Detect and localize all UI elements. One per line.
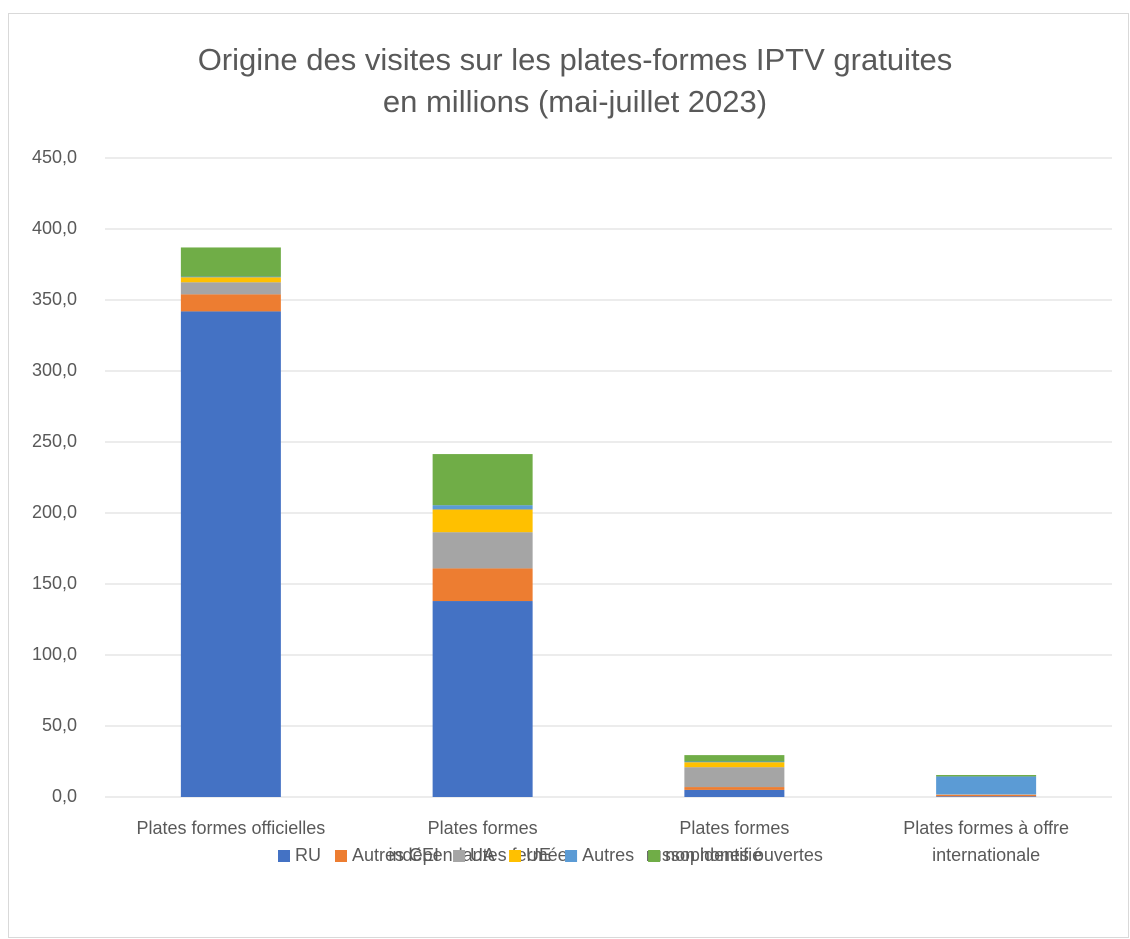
legend-swatch [278,850,290,862]
legend-swatch [335,850,347,862]
legend-label: UE [526,845,551,865]
chart-frame [8,13,1129,938]
bar-segment [684,767,785,788]
y-tick-label: 150,0 [32,573,77,593]
bar-segment [936,794,1037,795]
bar-segment [180,247,281,277]
x-tick-label: Plates formes [428,818,538,838]
x-tick-label: indépendantes fermées [389,845,577,865]
y-tick-label: 400,0 [32,218,77,238]
y-tick-label: 350,0 [32,289,77,309]
bar-segment [432,454,533,506]
legend-label: non identifié [665,845,762,865]
bar-segment [432,532,533,569]
bar-segment [432,568,533,602]
legend-swatch [453,850,466,862]
x-tick-label: Plates formes officielles [137,818,326,838]
legend-swatch [565,850,578,862]
legend-label: RU [295,845,321,865]
x-tick-label: Plates formes [679,818,789,838]
chart-title: en millions (mai-juillet 2023) [383,84,767,119]
legend-label: Autres [582,845,634,865]
chart-title: Origine des visites sur les plates-forme… [198,42,953,77]
x-tick-label: internationale [932,845,1040,865]
x-tick-label: russophones ouvertes [646,845,823,865]
bar-segment [432,601,533,797]
y-tick-label: 100,0 [32,644,77,664]
bar-segment [180,277,281,283]
legend-label: UA [470,845,495,865]
bar-segment [684,789,785,797]
bar-segment [936,794,1037,797]
bar-segment [684,755,785,762]
y-tick-label: 0,0 [52,786,77,806]
bar-segment [936,796,1037,797]
x-tick-label: Plates formes à offre [903,818,1069,838]
y-tick-label: 50,0 [42,715,77,735]
bar-segment [936,774,1037,777]
bar-segment [180,311,281,797]
bar-segment [936,776,1037,795]
y-tick-label: 250,0 [32,431,77,451]
y-tick-label: 450,0 [32,147,77,167]
bar-segment [432,509,533,533]
legend-label: Autres CEI [352,845,439,865]
bar-segment [180,276,281,278]
y-tick-label: 300,0 [32,360,77,380]
bar-segment [684,762,785,768]
legend-swatch [509,850,522,862]
legend-swatch [648,850,661,862]
bar-segment [180,282,281,295]
y-tick-label: 200,0 [32,502,77,522]
bar-segment [180,294,281,312]
bar-segment [684,761,785,763]
bar-segment [684,787,785,790]
bar-segment [432,505,533,510]
